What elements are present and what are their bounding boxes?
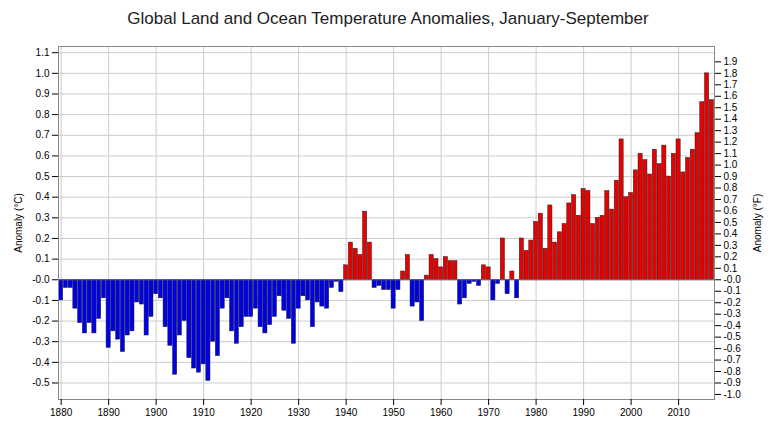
- svg-text:1.0: 1.0: [36, 68, 50, 79]
- svg-text:-0.2: -0.2: [724, 297, 742, 308]
- svg-text:0.8: 0.8: [36, 109, 50, 120]
- svg-text:-0.2: -0.2: [32, 315, 50, 326]
- svg-text:-0.0: -0.0: [32, 274, 50, 285]
- svg-text:0.3: 0.3: [724, 240, 738, 251]
- svg-text:-0.8: -0.8: [724, 366, 742, 377]
- svg-text:-0.9: -0.9: [724, 377, 742, 388]
- svg-text:0.2: 0.2: [724, 251, 738, 262]
- svg-text:1990: 1990: [572, 407, 595, 418]
- svg-text:0.1: 0.1: [36, 253, 50, 264]
- svg-text:2000: 2000: [620, 407, 643, 418]
- svg-text:-0.0: -0.0: [724, 274, 742, 285]
- svg-text:Anomaly (°F): Anomaly (°F): [752, 194, 763, 252]
- svg-text:0.4: 0.4: [724, 228, 738, 239]
- svg-text:-0.7: -0.7: [724, 354, 742, 365]
- svg-text:1910: 1910: [193, 407, 216, 418]
- svg-text:-0.6: -0.6: [724, 343, 742, 354]
- svg-text:0.3: 0.3: [36, 212, 50, 223]
- svg-text:1.3: 1.3: [724, 125, 738, 136]
- svg-text:0.9: 0.9: [36, 88, 50, 99]
- svg-text:1920: 1920: [240, 407, 263, 418]
- svg-text:1890: 1890: [98, 407, 121, 418]
- svg-text:0.4: 0.4: [36, 191, 50, 202]
- svg-text:1930: 1930: [288, 407, 311, 418]
- svg-text:1960: 1960: [430, 407, 453, 418]
- svg-text:Anomaly (°C): Anomaly (°C): [13, 193, 24, 253]
- svg-text:-0.3: -0.3: [724, 308, 742, 319]
- svg-text:1940: 1940: [335, 407, 358, 418]
- svg-text:1.4: 1.4: [724, 113, 738, 124]
- svg-text:-0.5: -0.5: [724, 331, 742, 342]
- html-text:Global Land and Ocean Temperat: Global Land and Ocean Temperature Anomal…: [127, 9, 649, 28]
- svg-text:0.7: 0.7: [724, 194, 738, 205]
- svg-text:1.1: 1.1: [724, 148, 738, 159]
- svg-text:-0.1: -0.1: [724, 285, 742, 296]
- svg-text:0.6: 0.6: [724, 205, 738, 216]
- svg-text:1970: 1970: [477, 407, 500, 418]
- svg-text:0.5: 0.5: [724, 217, 738, 228]
- svg-text:-0.1: -0.1: [32, 295, 50, 306]
- svg-text:-0.4: -0.4: [724, 320, 742, 331]
- svg-text:1.7: 1.7: [724, 79, 738, 90]
- svg-text:0.7: 0.7: [36, 129, 50, 140]
- svg-text:0.1: 0.1: [724, 263, 738, 274]
- svg-text:1.0: 1.0: [724, 159, 738, 170]
- svg-text:1.5: 1.5: [724, 102, 738, 113]
- svg-text:0.8: 0.8: [724, 182, 738, 193]
- svg-text:1.9: 1.9: [724, 56, 738, 67]
- svg-text:1.6: 1.6: [724, 90, 738, 101]
- svg-text:-0.5: -0.5: [32, 377, 50, 388]
- svg-text:0.5: 0.5: [36, 171, 50, 182]
- svg-text:1880: 1880: [50, 407, 73, 418]
- svg-text:1950: 1950: [382, 407, 405, 418]
- svg-text:0.2: 0.2: [36, 233, 50, 244]
- svg-text:-0.4: -0.4: [32, 357, 50, 368]
- svg-text:2010: 2010: [667, 407, 690, 418]
- svg-text:-1.0: -1.0: [724, 389, 742, 400]
- svg-text:1.1: 1.1: [36, 47, 50, 58]
- svg-text:1.8: 1.8: [724, 68, 738, 79]
- svg-text:0.6: 0.6: [36, 150, 50, 161]
- svg-text:1.2: 1.2: [724, 136, 738, 147]
- svg-text:1900: 1900: [145, 407, 168, 418]
- svg-text:1980: 1980: [525, 407, 548, 418]
- svg-text:0.9: 0.9: [724, 171, 738, 182]
- svg-text:-0.3: -0.3: [32, 336, 50, 347]
